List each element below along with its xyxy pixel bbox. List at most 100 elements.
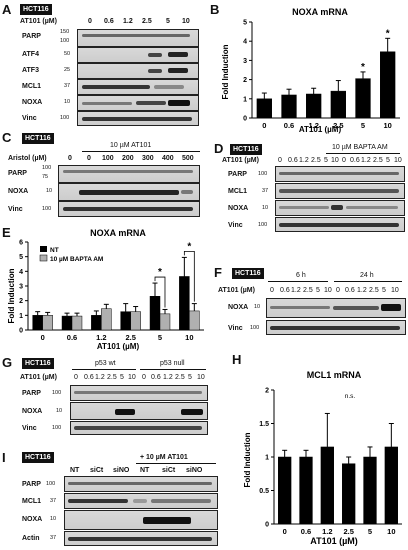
significance-marker: * (361, 62, 365, 73)
significance-bracket (154, 276, 166, 308)
time-label: 24 h (360, 272, 374, 279)
lane-label: 5 (316, 287, 320, 294)
blot-row-label: NOXA (22, 516, 43, 523)
lane-label: 10 (391, 287, 399, 294)
lane-label: 10 (128, 374, 136, 381)
y-tick-label: 6 (19, 240, 23, 247)
western-blot (58, 165, 200, 183)
panel-letter-h: H (232, 352, 242, 367)
lane-label: 5 (166, 18, 170, 25)
time-label: 6 h (296, 272, 306, 279)
x-tick-label: 0.6 (67, 333, 77, 342)
western-blot (266, 320, 406, 335)
bar (306, 93, 322, 119)
y-tick-label: 2 (19, 298, 23, 305)
y-tick-label: 1.5 (259, 421, 269, 428)
lane-label: 100 (102, 155, 114, 162)
mw-marker: 25 (64, 67, 71, 73)
treatment-label: Aristol (µM) (8, 155, 47, 162)
chart-title: MCL1 mRNA (307, 370, 362, 380)
mw-marker: 100 (250, 325, 260, 331)
lane-label: 2.5 (373, 157, 383, 164)
lane-label: 0.6 (280, 287, 290, 294)
x-tick-label: 10 (383, 121, 391, 130)
y-tick-label: 2 (243, 77, 247, 84)
bar (101, 308, 112, 331)
lane-label: 0 (336, 287, 340, 294)
lane-label: 0 (278, 157, 282, 164)
mw-marker: 100 (258, 171, 268, 177)
lane-label: 10 (197, 374, 205, 381)
lane-label: siCt (90, 467, 104, 474)
lane-label: 0 (342, 157, 346, 164)
bar-chart-e: NOXA mRNA Fold Induction AT101 (µM) NT 1… (7, 228, 204, 351)
lane-label: 0 (270, 287, 274, 294)
mw-marker: 100 (60, 115, 70, 121)
blot-row-label: PARP (228, 171, 247, 178)
x-tick-label: 0.6 (301, 527, 311, 536)
panel-letter-f: F (214, 265, 222, 280)
lane-label: 0 (142, 374, 146, 381)
blot-row-label: PARP (22, 33, 41, 40)
lane-label: 2.5 (311, 157, 321, 164)
mw-marker: 37 (64, 83, 71, 89)
x-tick-label: 0 (262, 121, 266, 130)
blot-row-label: Vinc (228, 325, 243, 332)
blot-row-label: MCL1 (228, 188, 248, 195)
y-tick-label: 3 (19, 284, 23, 291)
western-blot (77, 47, 199, 63)
x-tick-label: 10 (387, 527, 395, 536)
bar-chart-b: NOXA mRNA Fold Induction AT101 (µM) 0 1 2 3… (221, 7, 400, 134)
blot-row-label: NOXA (228, 304, 249, 311)
lane-label: 5 (324, 157, 328, 164)
cell-line-badge: HCT116 (22, 358, 54, 369)
mw-marker: 10 (262, 205, 269, 211)
bar (380, 51, 396, 119)
significance-marker: * (158, 267, 162, 278)
x-tick-label: 5 (361, 121, 365, 130)
significance-bracket (183, 251, 195, 302)
x-tick-label: 1.2 (322, 527, 332, 536)
legend-label: 10 µM BAPTA AM (50, 256, 103, 263)
mw-marker: 75 (42, 174, 49, 180)
y-tick-label: 1 (243, 96, 247, 103)
chart-title: NOXA mRNA (90, 228, 146, 238)
bar (363, 456, 377, 525)
x-tick-label: 5 (158, 333, 162, 342)
western-blot (77, 63, 199, 79)
bar (120, 311, 131, 331)
lane-label: 5 (386, 157, 390, 164)
blot-row-label: Vinc (8, 206, 23, 213)
lane-label: 1.2 (299, 157, 309, 164)
western-blot (275, 183, 405, 199)
western-blot (64, 476, 218, 492)
mw-marker: 100 (46, 481, 56, 487)
significance-annotation: n.s. (345, 393, 356, 400)
western-blot (275, 217, 405, 232)
lane-label: 0.6 (345, 287, 355, 294)
blot-row-label: ATF4 (22, 51, 39, 58)
western-blot (266, 298, 406, 318)
group-label: p53 null (160, 360, 185, 367)
lane-label: 0 (87, 155, 91, 162)
y-tick-label: 4 (19, 269, 23, 276)
lane-label: 10 (394, 157, 402, 164)
western-blot (64, 510, 218, 530)
western-blot (275, 166, 405, 182)
blot-row-label: Vinc (22, 425, 37, 432)
lane-label: NT (70, 467, 80, 474)
x-tick-label: 10 (185, 333, 193, 342)
x-axis-label: AT101 (µM) (97, 342, 140, 351)
condition-header: + 10 µM AT101 (140, 454, 188, 461)
bar (342, 463, 356, 525)
lane-label: 2.5 (175, 374, 185, 381)
legend-swatch (40, 246, 47, 252)
lane-label: 400 (162, 155, 174, 162)
lane-label: 2.5 (107, 374, 117, 381)
lane-label: 0.6 (350, 157, 360, 164)
lane-label: 2.5 (369, 287, 379, 294)
bar (256, 98, 272, 119)
blot-row-label: MCL1 (22, 498, 42, 505)
western-blot (70, 385, 208, 401)
bar (189, 310, 200, 331)
